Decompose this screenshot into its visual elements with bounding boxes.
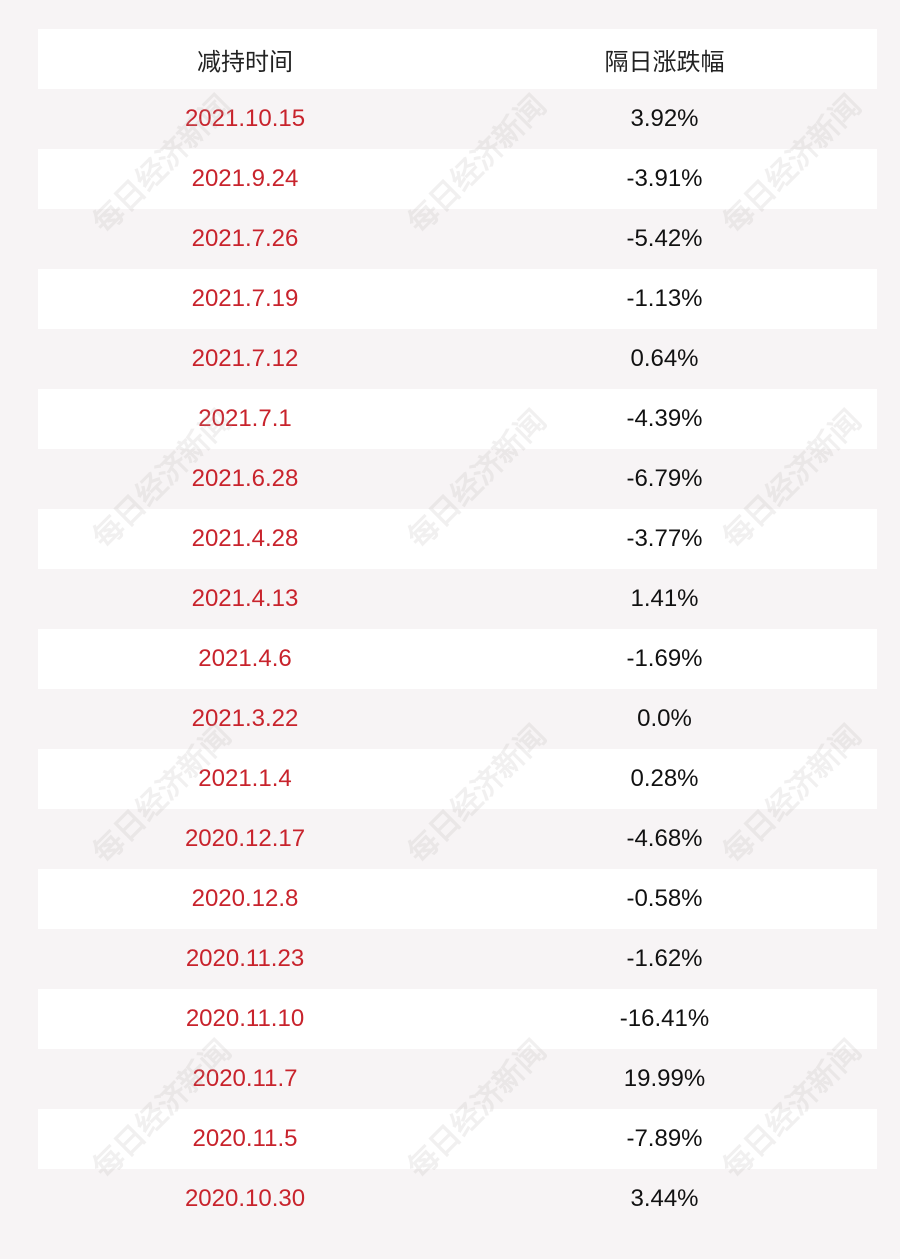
row-change: -3.91%	[626, 165, 703, 192]
row-change: -4.68%	[626, 825, 703, 852]
row-date: 2020.10.30	[184, 1185, 306, 1212]
row-change: -1.69%	[626, 645, 703, 672]
table-row: 2021.7.26 -5.42%	[38, 209, 877, 269]
row-date: 2020.11.23	[185, 945, 305, 972]
row-date: 2020.11.7	[192, 1065, 298, 1092]
row-change: -1.62%	[626, 945, 703, 972]
row-date: 2021.4.28	[191, 525, 299, 552]
table-row: 2020.10.30 3.44%	[38, 1169, 877, 1229]
header-change: 隔日涨跌幅	[604, 47, 725, 76]
row-change: -5.42%	[626, 225, 703, 252]
table-header: 减持时间 隔日涨跌幅	[38, 29, 877, 89]
row-date: 2021.7.26	[191, 225, 299, 252]
row-date: 2021.6.28	[191, 465, 299, 492]
row-date: 2020.12.17	[184, 825, 306, 852]
table-row: 2020.11.10 -16.41%	[38, 989, 877, 1049]
row-date: 2020.12.8	[191, 885, 299, 912]
table-row: 2020.11.23 -1.62%	[38, 929, 877, 989]
table-row: 2020.11.5 -7.89%	[38, 1109, 877, 1169]
row-date: 2021.7.12	[191, 345, 299, 372]
table-row: 2021.4.6 -1.69%	[38, 629, 877, 689]
table-row: 2021.1.4 0.28%	[38, 749, 877, 809]
row-change: -1.13%	[626, 285, 703, 312]
table-row: 2021.7.12 0.64%	[38, 329, 877, 389]
row-date: 2020.11.5	[192, 1125, 298, 1152]
row-change: -16.41%	[619, 1005, 710, 1032]
row-change: 3.92%	[630, 105, 699, 132]
table-row: 2021.4.13 1.41%	[38, 569, 877, 629]
row-date: 2021.9.24	[191, 165, 299, 192]
row-change: -0.58%	[626, 885, 703, 912]
table-row: 2021.7.19 -1.13%	[38, 269, 877, 329]
row-change: -3.77%	[626, 525, 703, 552]
table-row: 2020.11.7 19.99%	[38, 1049, 877, 1109]
header-date: 减持时间	[197, 47, 293, 76]
reduction-table: 减持时间 隔日涨跌幅 2021.10.15 3.92% 2021.9.24 -3.9…	[38, 29, 877, 1229]
table-row: 2021.6.28 -6.79%	[38, 449, 877, 509]
row-change: 3.44%	[630, 1185, 699, 1212]
row-change: -6.79%	[626, 465, 703, 492]
table-row: 2021.7.1 -4.39%	[38, 389, 877, 449]
row-date: 2020.11.10	[185, 1005, 305, 1032]
row-date: 2021.7.1	[198, 405, 292, 432]
row-change: 0.64%	[630, 345, 699, 372]
row-date: 2021.10.15	[184, 105, 306, 132]
table-row: 2021.10.15 3.92%	[38, 89, 877, 149]
table-row: 2021.4.28 -3.77%	[38, 509, 877, 569]
table-row: 2021.9.24 -3.91%	[38, 149, 877, 209]
row-date: 2021.4.13	[191, 585, 299, 612]
row-change: 19.99%	[623, 1065, 706, 1092]
row-date: 2021.4.6	[198, 645, 292, 672]
row-change: -4.39%	[626, 405, 703, 432]
row-change: 0.0%	[637, 705, 692, 732]
row-date: 2021.7.19	[191, 285, 299, 312]
table-row: 2020.12.8 -0.58%	[38, 869, 877, 929]
row-change: 0.28%	[630, 765, 699, 792]
row-change: 1.41%	[630, 585, 699, 612]
row-date: 2021.3.22	[191, 705, 299, 732]
row-date: 2021.1.4	[198, 765, 292, 792]
table-row: 2020.12.17 -4.68%	[38, 809, 877, 869]
row-change: -7.89%	[626, 1125, 703, 1152]
table-row: 2021.3.22 0.0%	[38, 689, 877, 749]
